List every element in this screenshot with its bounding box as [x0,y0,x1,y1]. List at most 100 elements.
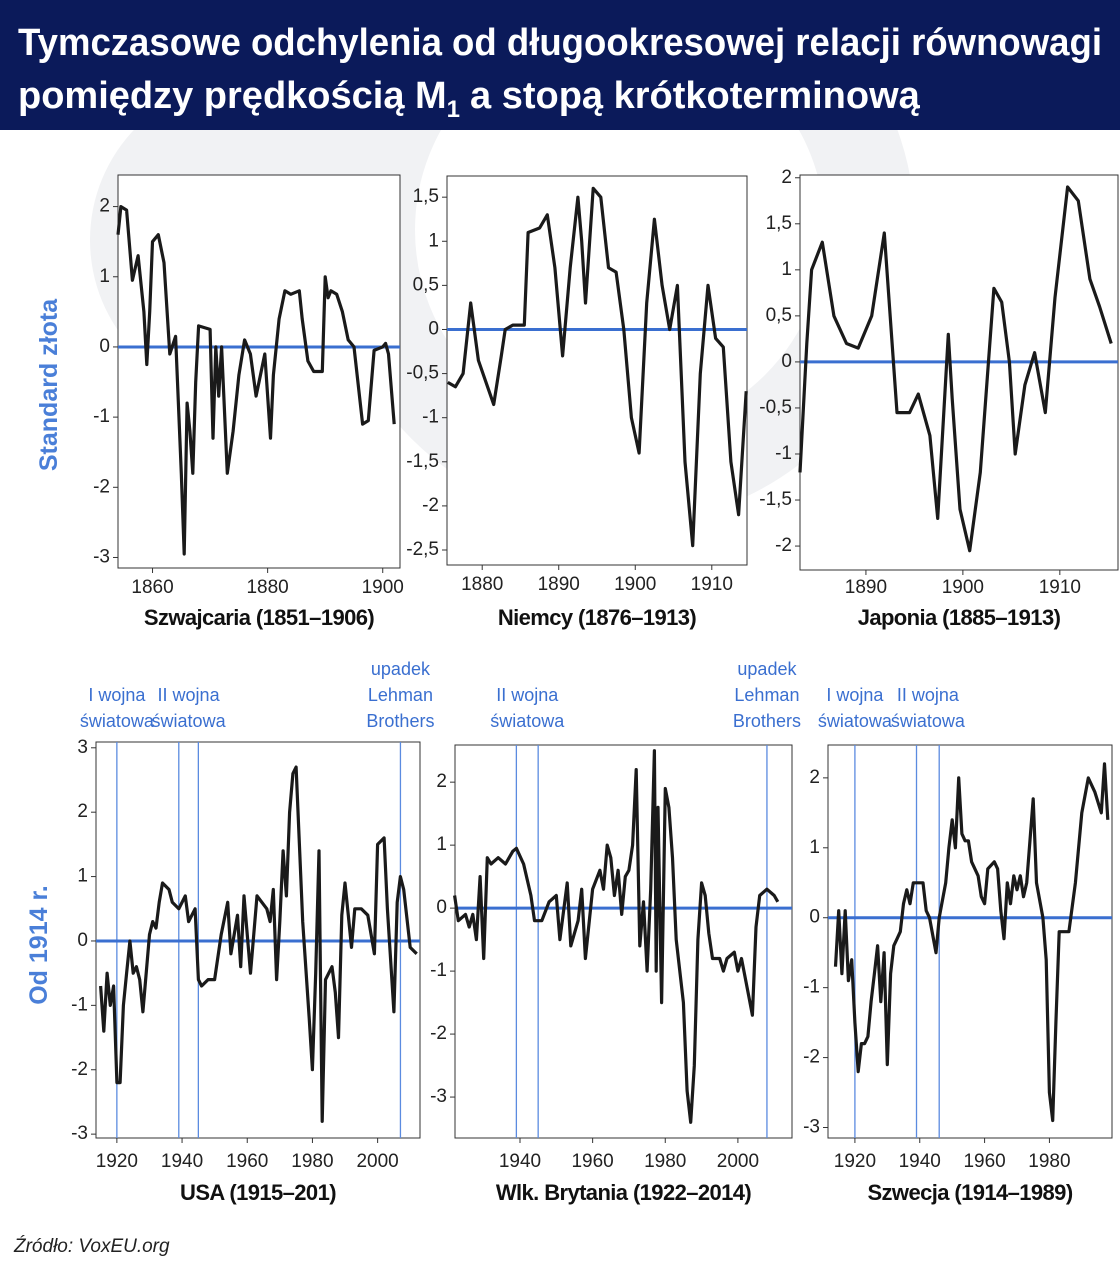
event-label: światowa [152,711,227,731]
event-label: światowa [891,711,966,731]
plot-frame [454,744,793,1139]
title-part: a stopą krótkoterminową [470,75,921,117]
y-tick-label: 2 [809,767,820,788]
row-label: Od 1914 r. [25,885,53,1005]
event-label: upadek [737,659,797,679]
y-tick-label: 0 [99,336,110,357]
y-tick-label: 1 [781,259,792,280]
x-tick-label: 1960 [963,1151,1005,1172]
y-tick-label: -2 [430,1023,447,1044]
y-tick-label: -2,5 [406,539,439,560]
event-label: Brothers [733,711,801,731]
y-tick-label: -3 [803,1117,820,1138]
y-tick-label: 1 [99,266,110,287]
x-tick-label: 1910 [691,574,733,595]
y-tick-label: -2 [422,495,439,516]
panel-caption: Japonia (1885–1913) [858,605,1061,630]
panel-caption: USA (1915–201) [180,1180,336,1205]
event-label: II wojna [158,685,221,705]
x-tick-label: 1910 [1039,577,1081,598]
event-label: Lehman [734,685,799,705]
row-label: Standard złota [35,298,63,471]
x-tick-label: 2000 [717,1151,759,1172]
x-tick-label: 1920 [834,1151,876,1172]
x-tick-label: 1960 [571,1151,613,1172]
data-line [116,205,396,556]
data-line [833,762,1110,1123]
x-tick-label: 1880 [461,574,503,595]
y-tick-label: -1 [430,960,447,981]
y-tick-label: 2 [77,801,88,822]
event-label: II wojna [897,685,960,705]
y-tick-label: 0,5 [413,274,439,295]
y-tick-label: -3 [430,1086,447,1107]
event-label: Lehman [368,685,433,705]
y-tick-label: -2 [71,1059,88,1080]
y-tick-label: 1 [77,866,88,887]
event-label: Brothers [366,711,434,731]
y-tick-label: 2 [436,771,447,792]
x-tick-label: 1980 [291,1151,333,1172]
x-tick-label: 1900 [362,577,404,598]
data-line [798,185,1113,553]
x-tick-label: 1900 [942,577,984,598]
title-part: pomiędzy prędkością M [18,75,447,117]
x-tick-label: 1940 [499,1151,541,1172]
title-band [0,0,1120,130]
x-tick-label: 1980 [644,1151,686,1172]
title: Tymczasowe odchylenia od długookresowej … [18,22,1102,64]
x-tick-label: 1940 [161,1151,203,1172]
y-tick-label: -2 [93,476,110,497]
y-tick-label: -0,5 [406,363,439,384]
panel-caption: Szwajcaria (1851–1906) [144,605,374,630]
data-line [99,765,418,1123]
x-tick-label: 1940 [899,1151,941,1172]
x-tick-label: 1980 [1028,1151,1070,1172]
y-tick-label: 0 [809,907,820,928]
x-tick-label: 1960 [226,1151,268,1172]
panel-caption: Wlk. Brytania (1922–2014) [496,1180,752,1205]
x-tick-label: 1920 [96,1151,138,1172]
y-tick-label: -1 [422,407,439,428]
title: pomiędzy prędkością M1 a stopą krótkoterm… [18,75,921,123]
x-tick-label: 1890 [845,577,887,598]
data-line [446,186,748,548]
x-tick-label: 1900 [614,574,656,595]
event-label: światowa [818,711,893,731]
y-tick-label: 1,5 [766,213,792,234]
event-label: I wojna [88,685,146,705]
panel-caption: Szwecja (1914–1989) [867,1180,1072,1205]
y-tick-label: 0,5 [766,305,792,326]
y-tick-label: -2 [803,1047,820,1068]
y-tick-label: -3 [93,546,110,567]
y-tick-label: -1 [71,994,88,1015]
y-tick-label: -1,5 [406,451,439,472]
y-tick-label: -0,5 [759,397,792,418]
y-tick-label: -3 [71,1123,88,1144]
source: Źródło: VoxEU.org [13,1236,170,1257]
event-label: światowa [490,711,565,731]
plot-frame [446,175,748,566]
y-tick-label: 2 [99,196,110,217]
y-tick-label: 2 [781,167,792,188]
plot-frame [827,744,1113,1139]
title-subscript: 1 [447,96,460,123]
y-tick-label: 0 [428,318,439,339]
plot-frame [117,174,401,569]
y-tick-label: 0 [77,930,88,951]
y-tick-label: 0 [781,351,792,372]
y-tick-label: 1 [809,837,820,858]
y-tick-label: -1 [775,443,792,464]
x-tick-label: 2000 [356,1151,398,1172]
x-tick-label: 1880 [246,577,288,598]
y-tick-label: 0 [436,897,447,918]
event-label: światowa [80,711,155,731]
x-tick-label: 1860 [131,577,173,598]
y-tick-label: -1 [803,977,820,998]
y-tick-label: 3 [77,737,88,758]
data-line [453,749,780,1124]
y-tick-label: 1,5 [413,186,439,207]
y-tick-label: 1 [428,230,439,251]
y-tick-label: 1 [436,834,447,855]
